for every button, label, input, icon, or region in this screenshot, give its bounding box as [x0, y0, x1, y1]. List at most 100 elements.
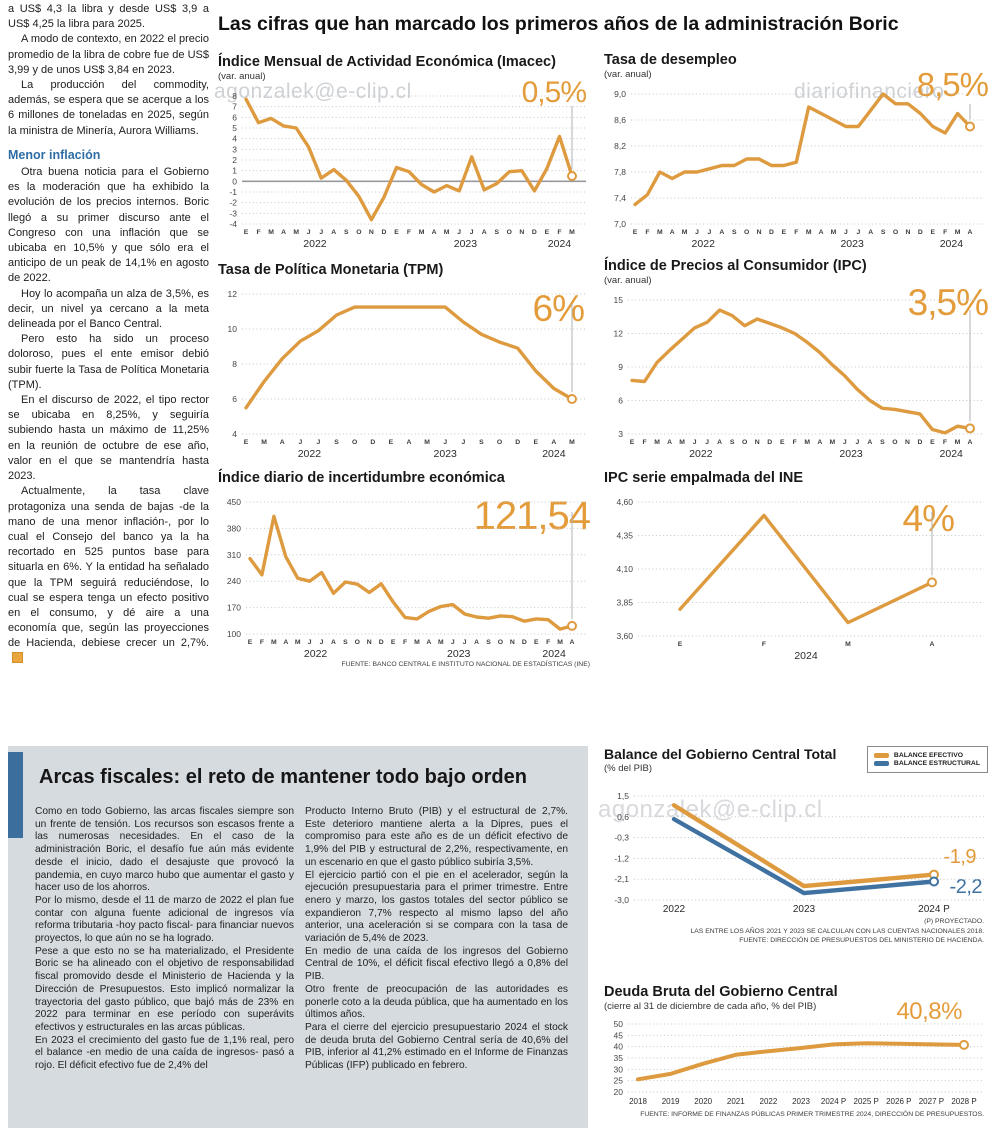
paragraph: a US$ 4,3 la libra y desde US$ 3,9 a US$…	[8, 3, 209, 31]
chart-balance-gobierno-central: Balance del Gobierno Central Total (% de…	[604, 746, 988, 916]
svg-text:N: N	[369, 229, 374, 236]
svg-text:J: J	[317, 439, 321, 446]
svg-text:M: M	[955, 439, 961, 446]
svg-text:M: M	[444, 229, 450, 236]
svg-text:M: M	[293, 229, 299, 236]
svg-text:2022: 2022	[304, 648, 328, 660]
svg-text:A: A	[867, 439, 872, 446]
svg-text:20: 20	[614, 1087, 624, 1097]
line-chart: 1,5 0,6 -0,3 -1,2 -2,1 -3,0 2022 2023 2024 P	[614, 791, 984, 915]
svg-text:2020: 2020	[694, 1097, 712, 1106]
chart-incertidumbre: Índice diario de incertidumbre económica…	[218, 470, 591, 660]
svg-text:2022: 2022	[692, 238, 716, 250]
svg-text:2021: 2021	[727, 1097, 745, 1106]
svg-text:A: A	[331, 229, 336, 236]
svg-text:D: D	[522, 639, 527, 646]
svg-text:2023: 2023	[793, 904, 816, 915]
svg-text:E: E	[391, 639, 396, 646]
svg-text:D: D	[381, 229, 386, 236]
svg-text:6: 6	[618, 396, 623, 406]
svg-text:2024: 2024	[940, 448, 964, 460]
svg-text:M: M	[424, 439, 430, 446]
svg-text:M: M	[654, 439, 660, 446]
svg-text:F: F	[943, 439, 947, 446]
fiscal-column-1: Como en todo Gobierno, las arcas fiscale…	[35, 806, 294, 1118]
svg-text:2022: 2022	[689, 448, 713, 460]
svg-text:S: S	[494, 229, 499, 236]
chart-highlight-value: 4%	[902, 498, 955, 539]
svg-text:2023: 2023	[839, 448, 863, 460]
svg-text:M: M	[295, 639, 301, 646]
left-article-column: a US$ 4,3 la libra y desde US$ 3,9 a US$…	[8, 2, 209, 667]
svg-text:7,0: 7,0	[614, 219, 626, 229]
chart-subtitle: (var. anual)	[604, 69, 652, 80]
svg-text:380: 380	[227, 523, 241, 533]
svg-text:J: J	[470, 229, 474, 236]
svg-text:A: A	[717, 439, 722, 446]
svg-text:12: 12	[228, 289, 238, 299]
svg-text:F: F	[645, 229, 649, 236]
chart-title: Índice diario de incertidumbre económica	[218, 470, 505, 486]
svg-text:35: 35	[614, 1053, 624, 1063]
svg-text:2023: 2023	[447, 648, 471, 660]
svg-text:S: S	[881, 229, 886, 236]
svg-text:M: M	[261, 439, 267, 446]
chart-tpm: Tasa de Política Monetaria (TPM) 6% 12 10…	[218, 262, 590, 460]
svg-text:A: A	[819, 229, 824, 236]
svg-text:A: A	[817, 439, 822, 446]
paragraph: En medio de una caída de los ingresos de…	[305, 945, 568, 983]
svg-text:A: A	[283, 639, 288, 646]
svg-text:D: D	[769, 229, 774, 236]
svg-text:O: O	[893, 229, 898, 236]
page-title: Las cifras que han marcado los primeros …	[218, 13, 899, 35]
svg-text:S: S	[334, 439, 339, 446]
svg-text:-3: -3	[229, 208, 237, 218]
svg-text:4: 4	[232, 134, 237, 144]
svg-text:M: M	[679, 439, 685, 446]
svg-text:E: E	[930, 439, 935, 446]
svg-text:E: E	[630, 439, 635, 446]
svg-text:J: J	[461, 439, 465, 446]
svg-text:J: J	[693, 439, 697, 446]
svg-text:J: J	[856, 229, 860, 236]
chart-title: Índice Mensual de Actividad Económica (I…	[218, 54, 556, 70]
svg-text:4: 4	[232, 429, 237, 439]
svg-text:A: A	[281, 229, 286, 236]
svg-text:A: A	[280, 439, 285, 446]
fiscal-section-title: Arcas fiscales: el reto de mantener todo…	[39, 766, 527, 788]
svg-text:N: N	[757, 229, 762, 236]
svg-text:M: M	[569, 229, 575, 236]
svg-text:J: J	[843, 439, 847, 446]
svg-text:2028 P: 2028 P	[951, 1097, 976, 1106]
svg-text:N: N	[367, 639, 372, 646]
svg-text:M: M	[271, 639, 277, 646]
chart-title: Balance del Gobierno Central Total	[604, 746, 837, 762]
svg-text:2022: 2022	[760, 1097, 778, 1106]
svg-text:A: A	[426, 639, 431, 646]
svg-text:A: A	[432, 229, 437, 236]
svg-text:J: J	[298, 439, 302, 446]
svg-text:S: S	[732, 229, 737, 236]
paragraph: Producto Interno Bruto (PIB) y el estruc…	[305, 806, 568, 868]
svg-text:D: D	[918, 229, 923, 236]
svg-text:8: 8	[232, 91, 237, 101]
svg-text:N: N	[510, 639, 515, 646]
svg-text:F: F	[403, 639, 407, 646]
paragraph: Otro frente de preocupación de las autor…	[305, 983, 568, 1021]
svg-text:6: 6	[232, 112, 237, 122]
chart-highlight-value: 3,5%	[907, 282, 988, 323]
svg-text:A: A	[670, 229, 675, 236]
svg-text:D: D	[767, 439, 772, 446]
svg-text:F: F	[407, 229, 411, 236]
svg-text:4,35: 4,35	[616, 531, 633, 541]
paragraph: La producción del commodity, además, se …	[8, 79, 209, 137]
svg-text:8: 8	[232, 359, 237, 369]
svg-text:S: S	[343, 639, 348, 646]
svg-text:3: 3	[618, 429, 623, 439]
svg-text:2022: 2022	[298, 448, 322, 460]
svg-text:J: J	[844, 229, 848, 236]
chart-subtitle: (var. anual)	[604, 275, 652, 286]
svg-text:310: 310	[227, 550, 241, 560]
svg-text:O: O	[352, 439, 357, 446]
